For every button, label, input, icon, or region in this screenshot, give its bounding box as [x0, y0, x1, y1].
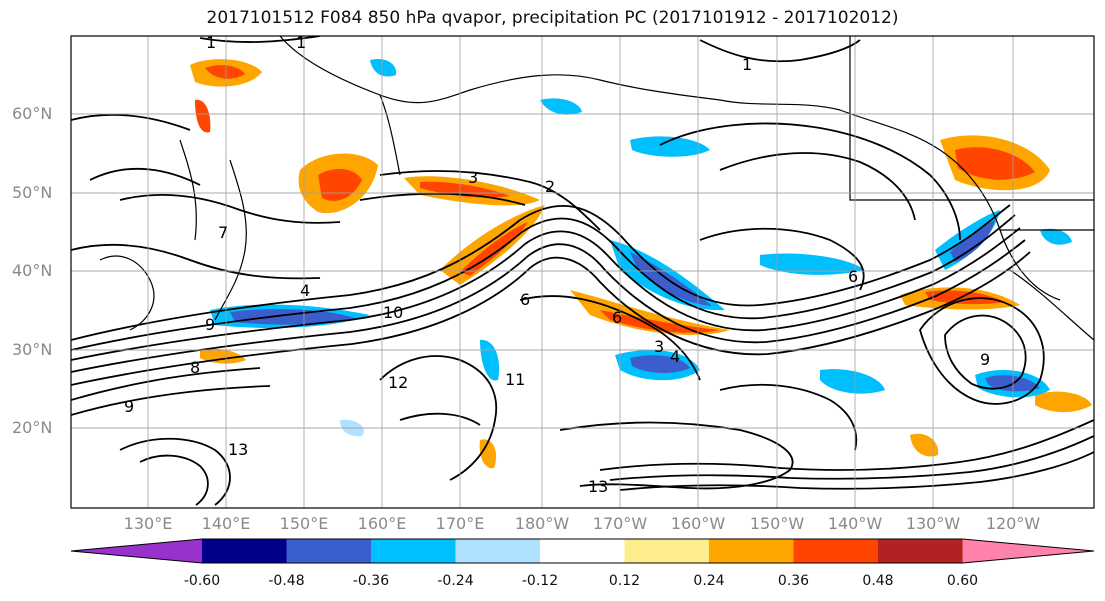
colorbar-tick-label: 0.60	[946, 573, 979, 589]
contour-label: 2	[545, 177, 555, 196]
lon-label-160w: 160°W	[670, 514, 726, 533]
precip-positive-area	[195, 99, 211, 133]
lon-label-150e: 150°E	[279, 514, 329, 533]
colorbar-outline	[70, 538, 1095, 564]
precip-negative-area	[950, 220, 995, 262]
precip-negative-area	[760, 253, 865, 275]
precip-positive-area	[925, 290, 1005, 305]
contour-label: 1	[206, 33, 216, 52]
precip-positive-area	[1035, 391, 1092, 413]
colorbar-tick-label: 0.48	[862, 573, 894, 589]
contour-label: 7	[218, 223, 228, 242]
lat-label-40n: 40°N	[12, 261, 53, 280]
map-title: 2017101512 F084 850 hPa qvapor, precipit…	[206, 8, 899, 28]
contour-label: 11	[505, 370, 525, 389]
colorbar-segment	[624, 539, 709, 563]
lon-label-140e: 140°E	[201, 514, 251, 533]
colorbar-extend-high	[962, 539, 1094, 563]
contour-label: 3	[468, 168, 478, 187]
colorbar	[70, 538, 1095, 564]
precip-negative-area	[820, 369, 885, 394]
colorbar-segment	[540, 539, 625, 563]
contour-label: 3	[654, 337, 664, 356]
contour-label: 9	[205, 315, 215, 334]
contour-label: 10	[383, 303, 403, 322]
precip-positive-area	[460, 222, 528, 276]
precip-positive-area	[600, 310, 720, 333]
colorbar-tick-label: -0.36	[352, 573, 390, 589]
colorbar-tick-label: 0.24	[693, 573, 725, 589]
contour-label: 9	[124, 397, 134, 416]
precip-positive-area	[479, 439, 497, 469]
colorbar-tick-label: -0.60	[183, 573, 221, 589]
lon-label-130w: 130°W	[905, 514, 961, 533]
plot-frame	[70, 35, 1095, 509]
lon-label-140w: 140°W	[827, 514, 883, 533]
lon-label-160e: 160°E	[357, 514, 407, 533]
precip-positive-area	[205, 65, 245, 79]
precip-negative-area	[540, 98, 582, 115]
contour-label: 6	[848, 267, 858, 286]
colorbar-segment	[455, 539, 540, 563]
colorbar-tick-label: -0.12	[521, 573, 559, 589]
colorbar-segment	[202, 539, 287, 563]
lon-label-180w: 180°W	[514, 514, 570, 533]
lon-label-170e: 170°E	[435, 514, 485, 533]
contour-label: 4	[670, 347, 680, 366]
contour-label: 13	[228, 440, 248, 459]
precip-negative-area	[370, 58, 397, 77]
lon-label-170w: 170°W	[592, 514, 648, 533]
contour-label: 6	[520, 290, 530, 309]
contour-label: 1	[742, 55, 752, 74]
contour-label: 8	[190, 358, 200, 377]
contour-label: 13	[588, 477, 608, 496]
precip-shading	[190, 58, 1092, 469]
gridlines	[71, 36, 1094, 508]
precip-negative-area	[230, 309, 355, 325]
contour-label: 9	[980, 350, 990, 369]
contour-label: 4	[300, 281, 310, 300]
lat-label-60n: 60°N	[12, 104, 53, 123]
precip-negative-area	[630, 355, 690, 374]
colorbar-segment	[878, 539, 963, 563]
lat-label-50n: 50°N	[12, 183, 53, 202]
lat-label-20n: 20°N	[12, 418, 53, 437]
contour-label: 1	[296, 33, 306, 52]
colorbar-segment	[286, 539, 371, 563]
precip-negative-area	[630, 136, 710, 157]
colorbar-segment	[371, 539, 456, 563]
precip-positive-area	[910, 433, 939, 457]
contour-labels: 1 1 1 3 2 4 6 6 6 9 9 9 10 12 13 13 11 3…	[124, 33, 990, 496]
precip-positive-area	[955, 147, 1035, 180]
precip-positive-area	[420, 181, 510, 198]
colorbar-tick-label: -0.48	[268, 573, 305, 589]
precip-positive-area	[570, 290, 730, 335]
contour-label: 6	[612, 308, 622, 327]
colorbar-tick-label: -0.24	[437, 573, 474, 589]
lon-label-150w: 150°W	[749, 514, 805, 533]
colorbar-tick-label: 0.36	[777, 573, 810, 589]
contour-label: 12	[388, 373, 408, 392]
lat-label-30n: 30°N	[12, 340, 53, 359]
lon-label-120w: 120°W	[985, 514, 1041, 533]
qvapor-contours	[71, 36, 1094, 506]
colorbar-extend-low	[71, 539, 202, 563]
colorbar-segment	[793, 539, 878, 563]
lon-label-130e: 130°E	[123, 514, 173, 533]
precip-negative-area	[1040, 228, 1072, 245]
colorbar-segment	[709, 539, 794, 563]
colorbar-tick-label: 0.12	[608, 573, 641, 589]
